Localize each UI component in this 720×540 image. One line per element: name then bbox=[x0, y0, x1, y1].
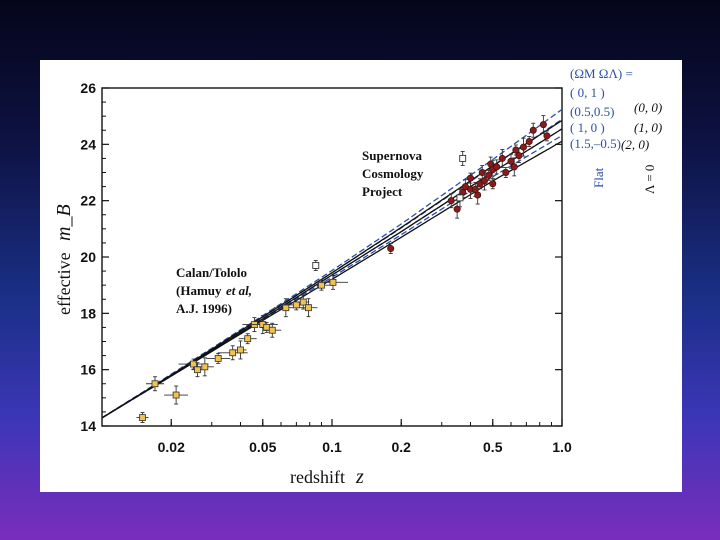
calan-tololo-point bbox=[263, 324, 271, 331]
y-tick-label: 16 bbox=[80, 362, 96, 378]
y-tick-label: 14 bbox=[80, 418, 96, 434]
legend-flat-model-2: (0.5,0.5) bbox=[570, 104, 614, 119]
y-tick-label: 26 bbox=[80, 80, 96, 96]
hubble-diagram-chart: 0.02 0.05 0.1 0.2 0.5 1.0 14 16 18 20 22 24 26 redsh… bbox=[53, 66, 662, 488]
calan-tololo-point bbox=[318, 281, 325, 289]
calan-tololo-point bbox=[172, 391, 180, 399]
calan-tololo-point bbox=[305, 304, 312, 312]
open-marker-point bbox=[312, 261, 320, 269]
calan-tololo-point bbox=[237, 346, 244, 354]
legend-flat-model-3: ( 1, 0 ) bbox=[570, 120, 605, 135]
scp-supernova-point bbox=[447, 197, 455, 205]
model-curves bbox=[101, 108, 563, 419]
calan-tololo-point bbox=[329, 278, 337, 286]
x-axis-title: redshift bbox=[290, 467, 345, 487]
open-marker-point bbox=[459, 154, 467, 162]
legend-lambda0-model-1: (0, 0) bbox=[634, 100, 662, 115]
calan-label-line1: Calan/Tololo bbox=[176, 265, 247, 280]
flat-model-curve bbox=[101, 108, 563, 419]
scp-supernova-point bbox=[498, 154, 506, 162]
calan-tololo-point bbox=[151, 380, 159, 388]
calan-tololo-point bbox=[229, 349, 237, 357]
calan-tololo-point bbox=[282, 304, 290, 312]
y-axis-title-group: effective m_B bbox=[53, 204, 75, 315]
scp-supernova-point bbox=[525, 138, 533, 146]
y-tick-label: 18 bbox=[80, 305, 96, 321]
scp-supernova-point bbox=[510, 163, 518, 171]
scp-supernova-point bbox=[453, 205, 461, 213]
x-tick-label: 0.2 bbox=[392, 439, 412, 455]
y-axis-variable: m_B bbox=[53, 204, 75, 241]
calan-tololo-point bbox=[194, 366, 201, 374]
legend-flat-label: Flat bbox=[591, 167, 606, 188]
scp-supernova-point bbox=[515, 152, 523, 160]
legend-lambda0-model-2: (1, 0) bbox=[634, 120, 662, 135]
calan-tololo-point bbox=[190, 360, 197, 368]
scp-supernova-point bbox=[493, 163, 501, 171]
y-tick-label: 22 bbox=[80, 193, 96, 209]
legend-flat-model-1: ( 0, 1 ) bbox=[570, 85, 605, 100]
y-tick-label: 24 bbox=[80, 136, 96, 152]
calan-tololo-point bbox=[139, 414, 146, 421]
legend-lambda0-label: Λ = 0 bbox=[642, 165, 657, 194]
scp-supernova-point bbox=[539, 121, 547, 129]
scp-supernova-point bbox=[489, 180, 497, 188]
x-tick-label: 0.05 bbox=[249, 439, 276, 455]
y-tick-label: 20 bbox=[80, 249, 96, 265]
x-tick-label: 0.1 bbox=[322, 439, 342, 455]
calan-tololo-point bbox=[244, 335, 252, 343]
scp-supernova-point bbox=[507, 157, 515, 165]
open-marker-point bbox=[456, 194, 464, 202]
scp-supernova-point bbox=[478, 169, 486, 177]
x-tick-label: 1.0 bbox=[552, 439, 572, 455]
scp-supernova-point bbox=[529, 126, 537, 134]
x-tick-label: 0.02 bbox=[158, 439, 185, 455]
axis-ticks: 0.02 0.05 0.1 0.2 0.5 1.0 14 16 18 20 22 24 26 bbox=[80, 80, 572, 455]
calan-tololo-point bbox=[299, 298, 307, 306]
scp-supernova-point bbox=[466, 174, 474, 182]
calan-tololo-point bbox=[214, 354, 222, 362]
data-points bbox=[136, 115, 551, 423]
scp-supernova-point bbox=[502, 169, 510, 177]
x-axis-variable: z bbox=[355, 466, 364, 488]
scp-label-line2: Cosmology bbox=[362, 166, 424, 181]
scp-supernova-point bbox=[512, 146, 520, 154]
legend-lambda0-model-3: (2, 0) bbox=[621, 137, 649, 152]
scp-supernova-point bbox=[543, 132, 551, 140]
calan-label-line2b: et al, bbox=[226, 283, 252, 298]
scp-supernova-point bbox=[480, 177, 488, 185]
scp-label-line3: Project bbox=[362, 184, 403, 199]
scp-label-line1: Supernova bbox=[362, 148, 422, 163]
calan-tololo-point bbox=[292, 301, 300, 309]
calan-label-line2: (Hamuy bbox=[176, 283, 222, 298]
scp-supernova-point bbox=[387, 245, 395, 253]
scp-supernova-point bbox=[474, 191, 482, 199]
calan-tololo-point bbox=[268, 326, 276, 334]
figure-panel: 0.02 0.05 0.1 0.2 0.5 1.0 14 16 18 20 22 24 26 redsh… bbox=[40, 60, 682, 492]
calan-tololo-point bbox=[201, 363, 209, 371]
y-axis-title: effective bbox=[54, 252, 74, 315]
x-tick-label: 0.5 bbox=[483, 439, 503, 455]
scp-supernova-point bbox=[519, 143, 527, 151]
legend-header: (ΩM ΩΛ) = bbox=[570, 66, 633, 81]
calan-label-line3: A.J. 1996) bbox=[176, 301, 232, 316]
legend-flat-model-4: (1.5,–0.5) bbox=[570, 136, 621, 151]
scp-supernova-point bbox=[485, 171, 493, 179]
